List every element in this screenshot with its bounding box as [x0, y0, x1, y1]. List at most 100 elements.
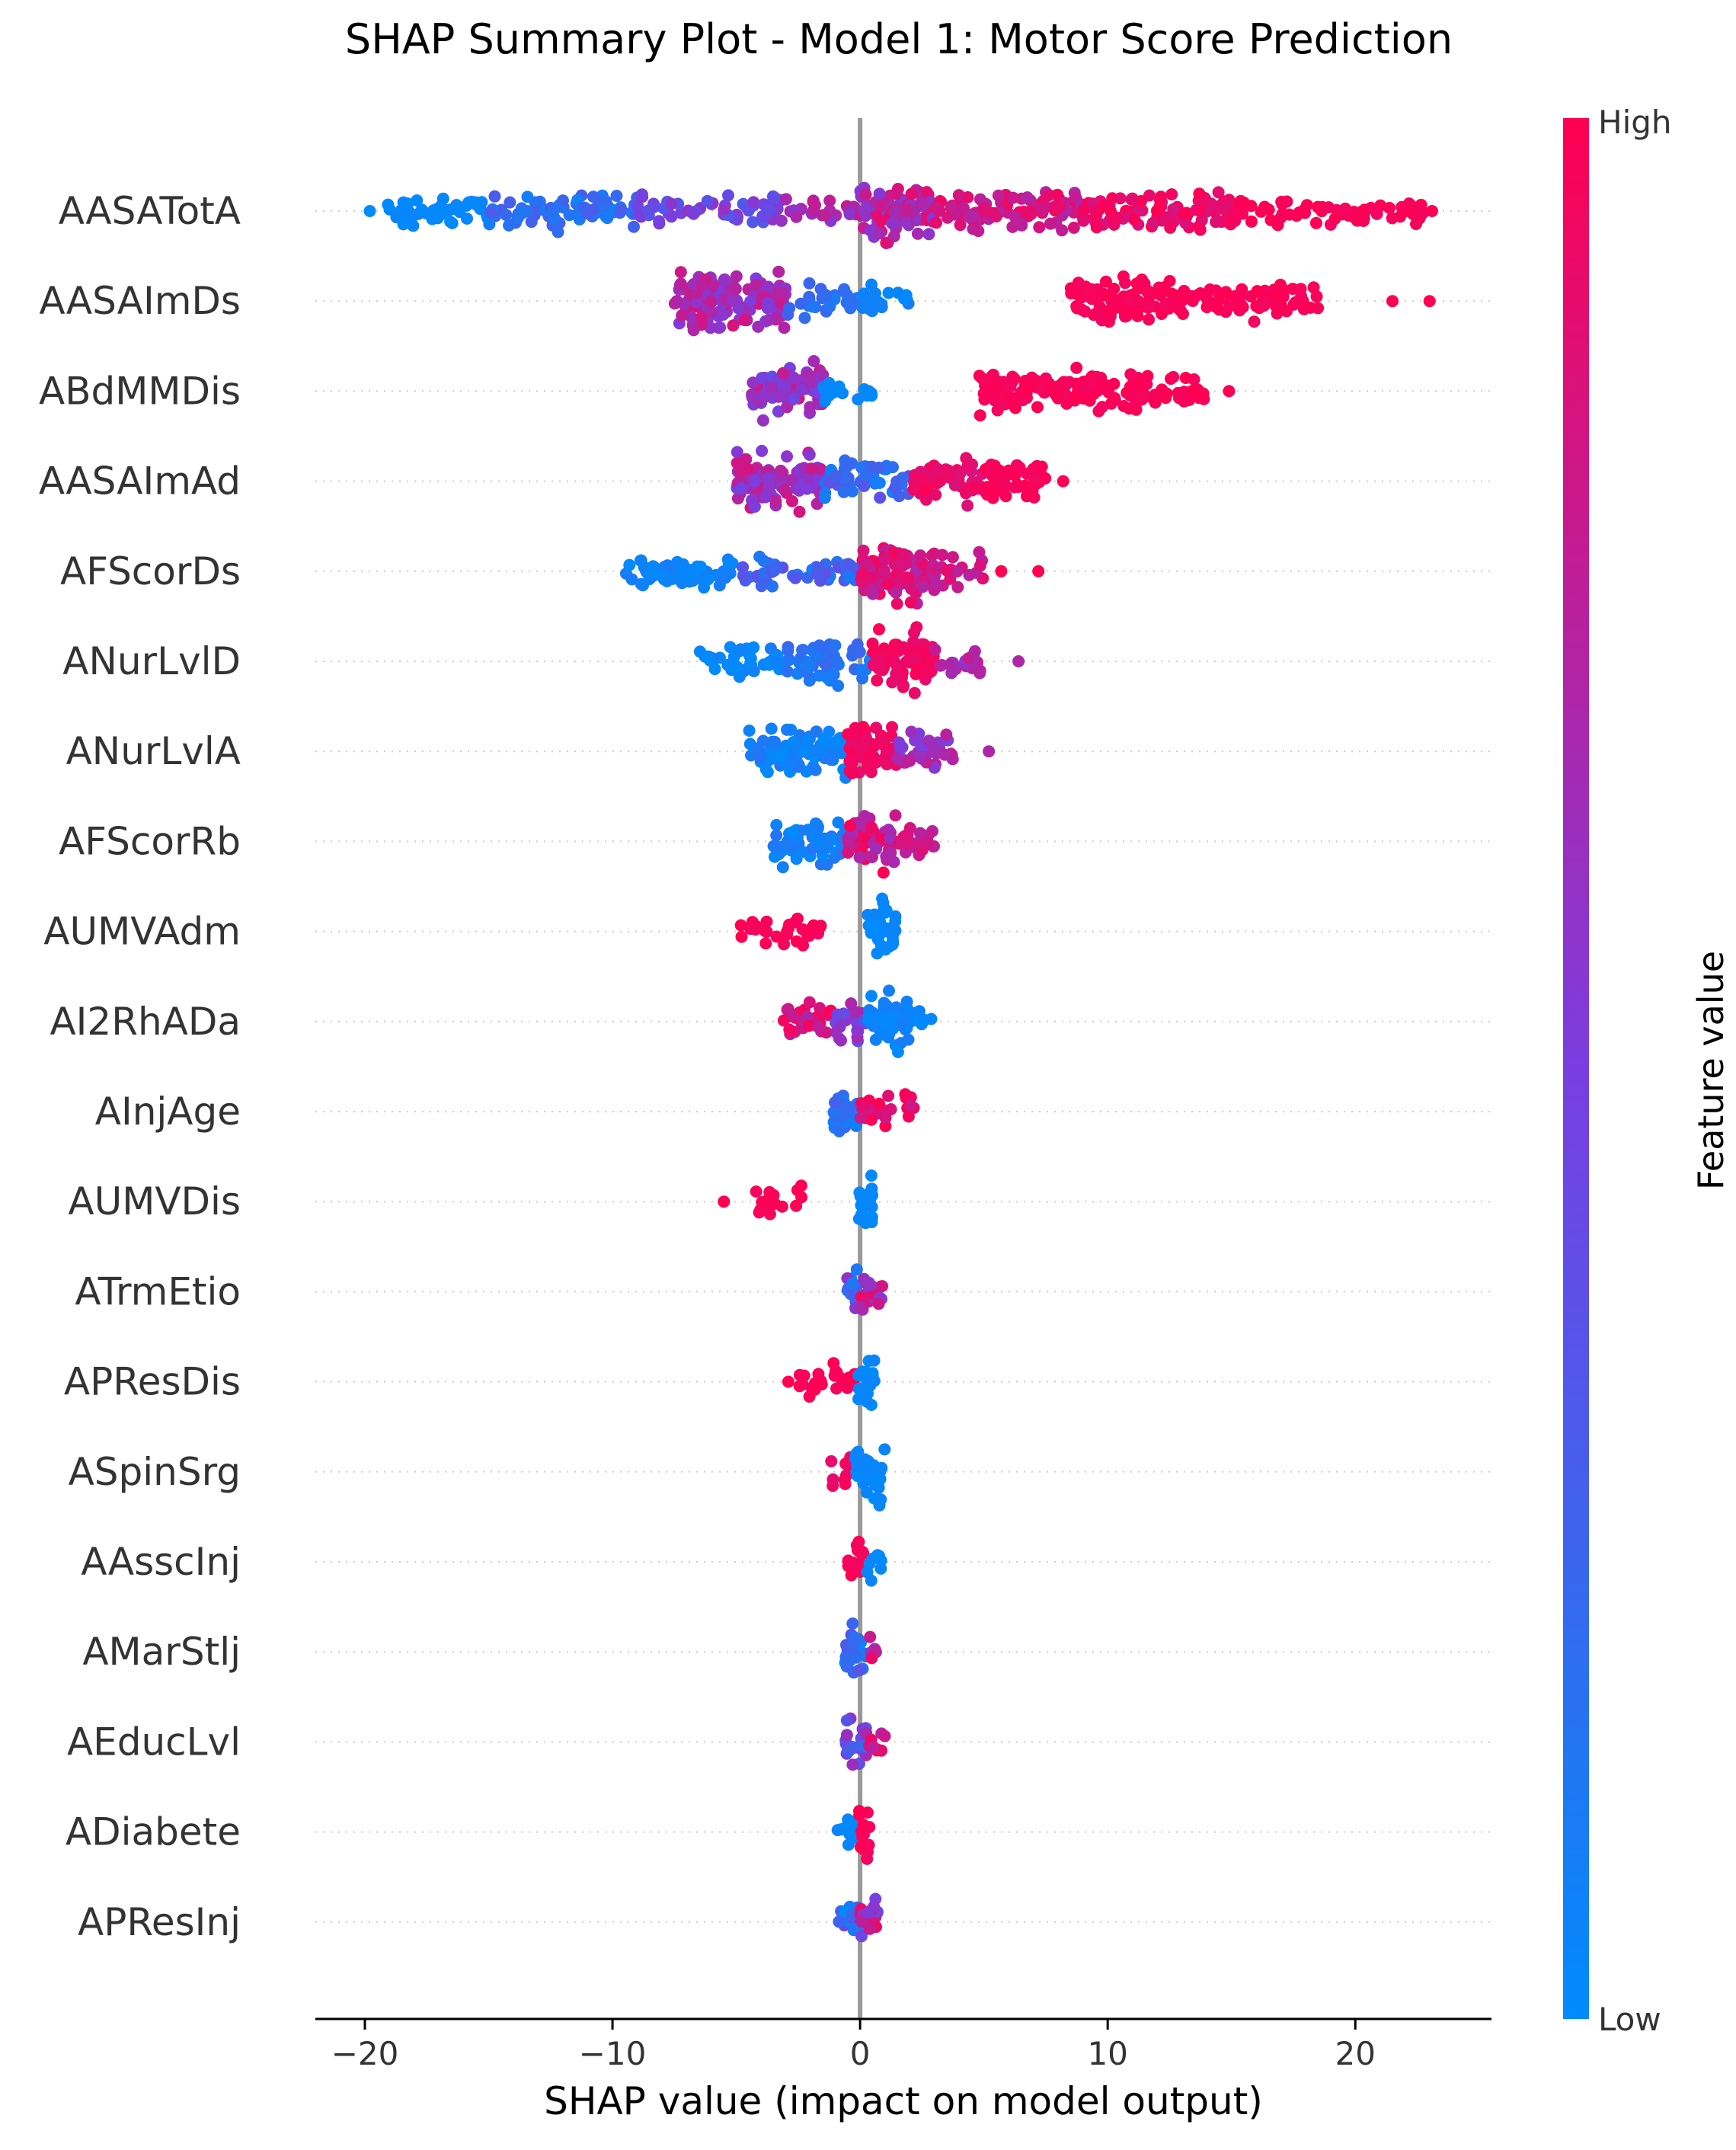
- shap-point: [833, 1125, 846, 1137]
- shap-point: [930, 216, 943, 229]
- shap-point: [483, 218, 496, 231]
- shap-point: [1268, 287, 1281, 300]
- shap-point: [1096, 200, 1109, 213]
- shap-point: [1124, 380, 1137, 393]
- shap-point: [790, 853, 803, 865]
- shap-point: [981, 481, 994, 494]
- shap-point: [886, 721, 898, 734]
- shap-point: [1274, 278, 1287, 291]
- shap-point: [1021, 489, 1034, 502]
- shap-point: [705, 296, 718, 309]
- feature-label: AUMVDis: [68, 1179, 241, 1224]
- shap-point: [840, 296, 853, 309]
- shap-point: [954, 467, 967, 480]
- shap-point: [770, 655, 782, 667]
- shap-point: [731, 492, 744, 505]
- shap-point: [842, 835, 855, 848]
- shap-point: [847, 1557, 860, 1569]
- shap-point: [855, 1547, 868, 1560]
- feature-points: [743, 721, 996, 784]
- shap-point: [1069, 391, 1082, 403]
- shap-point: [756, 414, 769, 427]
- shap-point: [865, 278, 878, 291]
- shap-point: [1269, 299, 1282, 312]
- shap-point: [730, 270, 743, 283]
- shap-point: [904, 596, 917, 609]
- shap-point: [1229, 215, 1242, 227]
- feature-points: [620, 542, 1045, 610]
- shap-point: [825, 1455, 838, 1467]
- shap-point: [1399, 205, 1411, 217]
- shap-point: [756, 734, 769, 747]
- shap-point: [853, 1805, 865, 1817]
- shap-point: [1002, 464, 1015, 477]
- shap-point: [873, 623, 885, 635]
- shap-point: [882, 1089, 895, 1102]
- shap-point: [1109, 211, 1122, 224]
- shap-point: [705, 306, 718, 318]
- shap-point: [812, 1368, 825, 1381]
- shap-point: [857, 1100, 870, 1113]
- shap-point: [865, 1169, 878, 1182]
- shap-point: [1178, 395, 1191, 408]
- shap-point: [1155, 190, 1167, 203]
- shap-point: [1280, 305, 1293, 318]
- shap-point: [858, 740, 871, 753]
- shap-point: [828, 1369, 841, 1382]
- shap-point: [488, 190, 501, 203]
- feature-label: AI2RhADa: [50, 1000, 241, 1044]
- shap-point: [897, 679, 910, 692]
- shap-point: [665, 197, 678, 210]
- shap-point: [1235, 298, 1248, 311]
- shap-point: [1423, 295, 1436, 308]
- shap-point: [904, 1091, 917, 1104]
- shap-point: [1167, 370, 1180, 383]
- feature-points: [693, 621, 1025, 699]
- shap-point: [878, 1729, 891, 1742]
- shap-point: [446, 216, 459, 229]
- shap-point: [856, 568, 869, 581]
- shap-point: [848, 1818, 861, 1831]
- feature-label: AASATotA: [59, 189, 241, 233]
- shap-point: [791, 912, 804, 925]
- shap-point: [846, 1832, 859, 1844]
- shap-point: [893, 736, 906, 749]
- shap-point: [1300, 199, 1313, 212]
- colorbar-title: Feature value: [1690, 951, 1731, 1190]
- shap-point: [951, 581, 964, 593]
- shap-point: [1118, 310, 1131, 323]
- x-tick-label: −20: [331, 2035, 399, 2072]
- shap-point: [889, 809, 902, 822]
- shap-point: [878, 565, 891, 577]
- shap-point: [782, 1375, 794, 1388]
- shap-point: [1194, 204, 1206, 217]
- shap-point: [882, 286, 895, 299]
- shap-point: [797, 644, 810, 656]
- shap-point: [1234, 194, 1247, 207]
- shap-point: [729, 283, 742, 296]
- shap-point: [897, 641, 910, 654]
- shap-point: [1179, 216, 1192, 229]
- shap-point: [610, 190, 623, 202]
- shap-point: [1212, 186, 1225, 199]
- feature-label: AAsscInj: [81, 1540, 241, 1584]
- shap-point: [722, 189, 734, 202]
- shap-point: [857, 1477, 870, 1489]
- shap-point: [807, 919, 820, 932]
- x-tick-label: 10: [1087, 2035, 1127, 2072]
- shap-point: [1143, 299, 1156, 312]
- shap-point: [866, 637, 879, 650]
- shap-point: [894, 1019, 907, 1032]
- x-tick-label: −10: [579, 2035, 647, 2072]
- shap-point: [718, 203, 731, 216]
- shap-point: [655, 569, 668, 582]
- shap-point: [1063, 376, 1076, 389]
- shap-point: [769, 495, 782, 507]
- shap-point: [740, 453, 753, 466]
- shap-point: [1197, 387, 1210, 400]
- shap-point: [693, 645, 706, 658]
- shap-point: [873, 1097, 886, 1110]
- shap-point: [771, 312, 784, 325]
- shap-point: [864, 1630, 877, 1643]
- shap-point: [833, 385, 846, 398]
